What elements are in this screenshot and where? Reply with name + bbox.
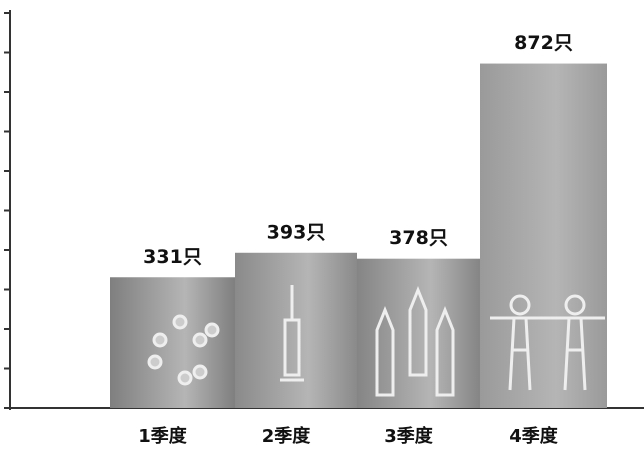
icon [435,305,455,397]
icon [172,314,188,330]
bar [110,277,235,408]
icon [192,332,208,348]
value-label: 331只 [143,246,202,268]
value-label: 393只 [267,221,326,243]
x-tick-label: 3季度 [384,425,434,447]
bar [480,63,607,409]
icon [564,294,586,316]
bar [235,252,357,408]
x-tick-label: 2季度 [262,425,312,447]
icon [204,322,220,338]
icon [490,316,550,391]
icon [152,332,168,348]
value-label: 872只 [514,32,573,54]
icon [192,364,208,380]
icon [177,370,193,386]
x-tick-label: 4季度 [509,425,559,447]
icon [408,285,428,377]
icon [375,305,395,397]
value-label: 378只 [389,227,448,249]
icon [147,354,163,370]
bar [357,258,480,408]
icon [545,316,605,391]
x-tick-label: 1季度 [138,425,188,447]
icon [509,294,531,316]
